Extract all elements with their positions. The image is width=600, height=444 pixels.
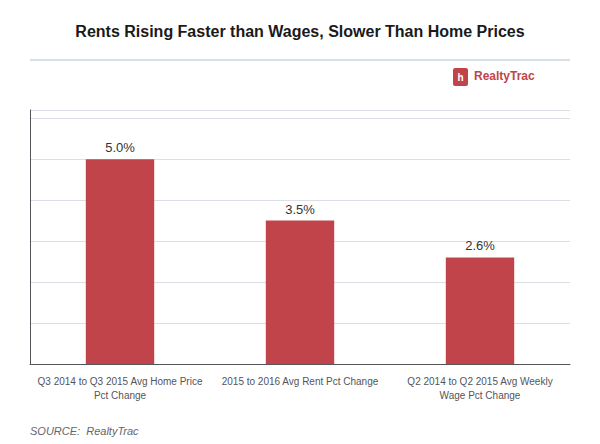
svg-text:2.6%: 2.6% [465, 238, 495, 253]
svg-text:RealtyTrac: RealtyTrac [474, 69, 535, 83]
svg-text:Pct Change: Pct Change [94, 390, 147, 401]
svg-text:5.0%: 5.0% [105, 140, 135, 155]
svg-text:3.5%: 3.5% [285, 202, 315, 217]
svg-text:Rents Rising Faster than Wages: Rents Rising Faster than Wages, Slower T… [75, 23, 524, 40]
svg-text:h: h [457, 72, 463, 83]
svg-text:Wage Pct Change: Wage Pct Change [440, 390, 521, 401]
svg-text:SOURCE: RealtyTrac: SOURCE: RealtyTrac [30, 425, 139, 437]
svg-text:Q3 2014 to Q3 2015 Avg Home Pr: Q3 2014 to Q3 2015 Avg Home Price [38, 376, 203, 387]
svg-text:Q2 2014 to Q2 2015 Avg Weekly: Q2 2014 to Q2 2015 Avg Weekly [407, 376, 552, 387]
svg-text:2015 to 2016 Avg Rent Pct Chan: 2015 to 2016 Avg Rent Pct Change [222, 376, 379, 387]
